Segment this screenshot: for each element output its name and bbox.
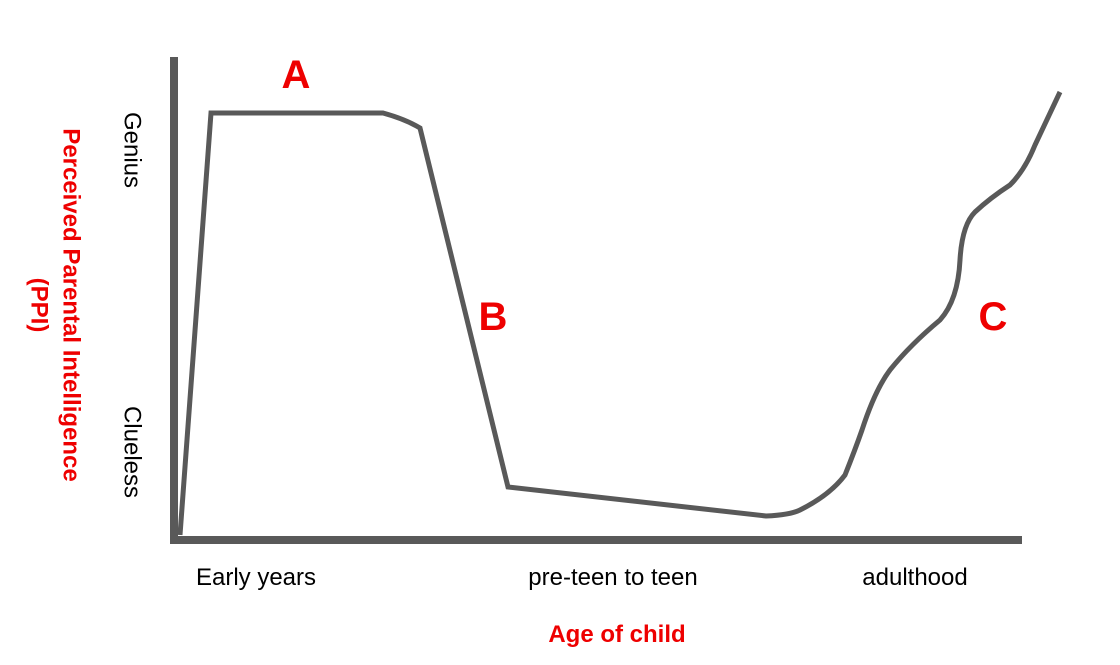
- y-level: Genius: [119, 112, 146, 188]
- curve: [177, 90, 1063, 536]
- x-stage: Early years: [196, 564, 316, 591]
- y-title: (PPI): [26, 278, 53, 333]
- x-stage: adulthood: [862, 564, 967, 591]
- x-stage: pre-teen to teen: [528, 564, 697, 591]
- annotation: C: [979, 295, 1008, 339]
- annotation: A: [282, 53, 311, 97]
- y-title: Perceived Parental Intelligence: [58, 128, 85, 482]
- x-title: Age of child: [548, 621, 685, 648]
- y-level: Clueless: [119, 406, 146, 498]
- annotation: B: [479, 295, 508, 339]
